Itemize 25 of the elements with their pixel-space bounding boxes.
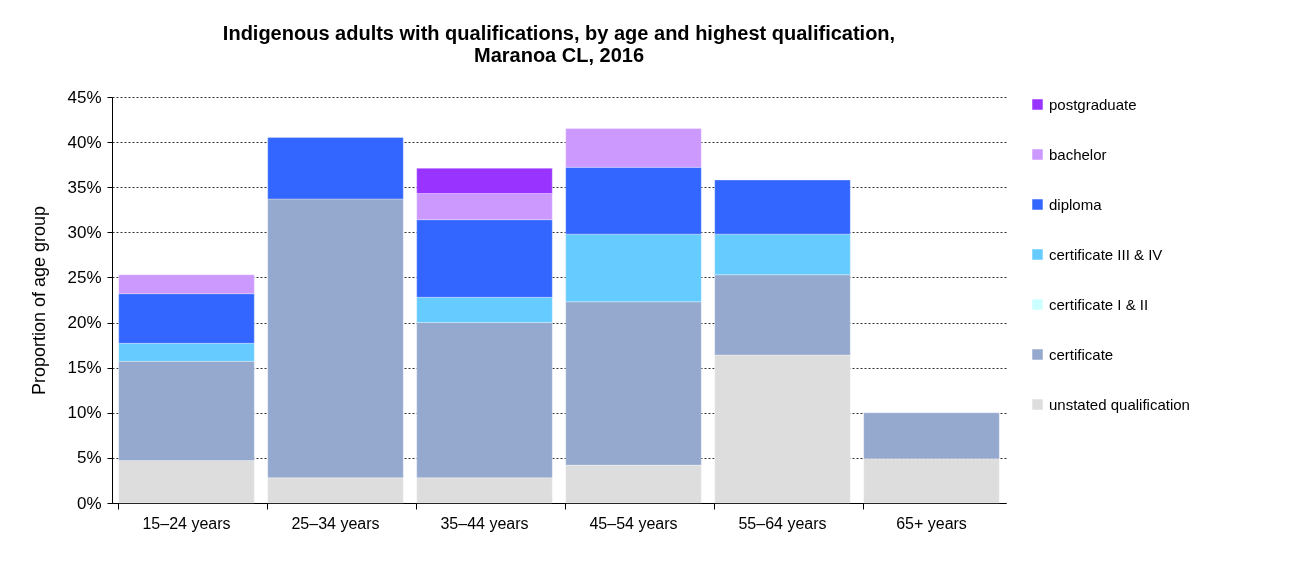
y-tick-label: 30% xyxy=(67,222,102,242)
y-tick-label: 0% xyxy=(76,493,102,513)
y-tick-label: 40% xyxy=(67,132,102,152)
legend-label: bachelor xyxy=(1049,145,1107,163)
x-tick-label: 35–44 years xyxy=(440,514,529,532)
x-tick-label: 15–24 years xyxy=(142,514,231,532)
x-tick-label: 25–34 years xyxy=(291,514,380,532)
y-tick-label: 10% xyxy=(67,403,102,423)
x-tick-label: 65+ years xyxy=(896,514,967,532)
x-tick-label: 45–54 years xyxy=(589,514,678,532)
y-tick-label: 25% xyxy=(67,267,102,287)
legend-label: postgraduate xyxy=(1049,95,1137,113)
y-tick-label: 35% xyxy=(67,177,102,197)
y-tick-label: 15% xyxy=(67,358,102,378)
y-axis-title: Proportion of age group xyxy=(29,205,50,396)
chart-title: Indigenous adults with qualifications, by age and highest qualification, Maranoa CL, 2016 xyxy=(222,22,896,66)
y-tick-label: 20% xyxy=(67,313,102,333)
legend-label: diploma xyxy=(1049,195,1103,213)
legend-label: unstated qualification xyxy=(1049,395,1190,413)
legend-label: certificate III & IV xyxy=(1049,245,1163,263)
y-tick-label: 45% xyxy=(67,87,102,107)
x-tick-label: 55–64 years xyxy=(738,514,827,532)
y-tick-label: 5% xyxy=(76,448,102,468)
legend-label: certificate I & II xyxy=(1049,295,1149,313)
legend-label: certificate xyxy=(1049,345,1114,363)
